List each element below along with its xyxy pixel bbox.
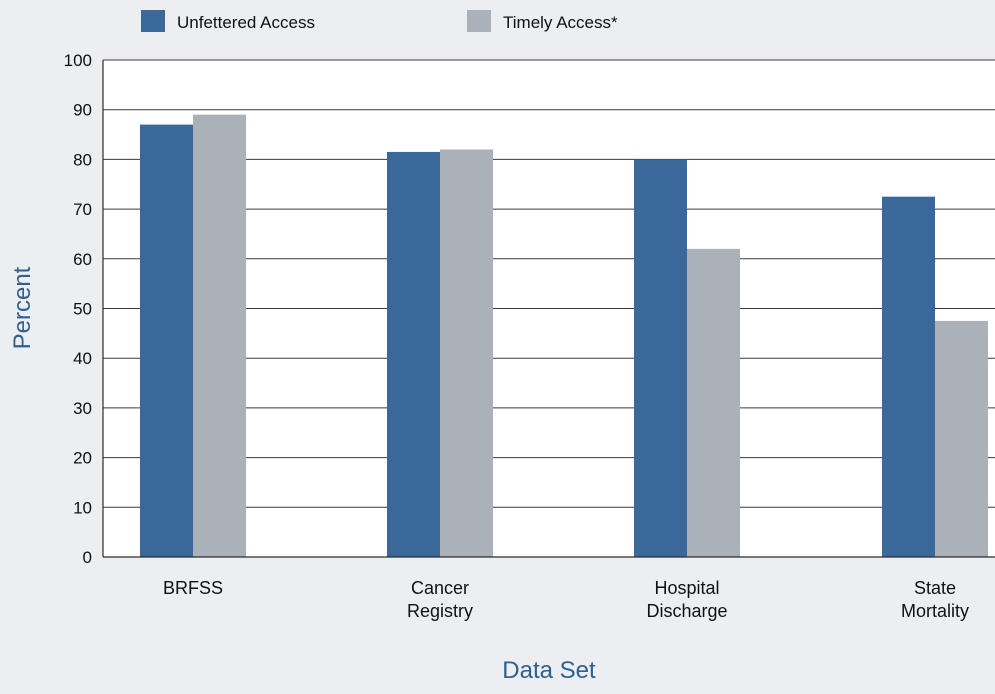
y-tick-label: 30 xyxy=(73,399,92,418)
x-category-label: Hospital Discharge xyxy=(646,578,727,621)
legend-swatch xyxy=(467,10,491,32)
bar-timely-2 xyxy=(687,248,740,558)
legend-label: Timely Access* xyxy=(503,13,618,32)
bar-unfettered-3 xyxy=(882,196,935,558)
grid-lines xyxy=(103,59,995,508)
bar-unfettered-0 xyxy=(140,124,193,558)
y-axis-title: Percent xyxy=(9,266,36,349)
x-category-label: BRFSS xyxy=(163,578,223,598)
y-tick-label: 60 xyxy=(73,250,92,269)
x-category-labels: BRFSS Cancer Registry Hospital Discharge Stat… xyxy=(163,578,969,621)
x-category-label-line: State xyxy=(914,578,956,598)
legend-swatch xyxy=(141,10,165,32)
x-category-label-line: Discharge xyxy=(646,601,727,621)
y-tick-label: 90 xyxy=(73,101,92,120)
y-tick-label: 20 xyxy=(73,449,92,468)
y-tick-label: 50 xyxy=(73,300,92,319)
x-category-label-line: Mortality xyxy=(901,601,969,621)
x-category-label-line: Registry xyxy=(407,601,473,621)
bar-timely-3 xyxy=(935,320,988,557)
bar-timely-0 xyxy=(193,114,246,558)
bar-unfettered-1 xyxy=(387,151,440,557)
legend: Unfettered Access Timely Access* xyxy=(141,10,618,32)
x-category-label-line: Cancer xyxy=(411,578,469,598)
x-category-label-line: Hospital xyxy=(654,578,719,598)
y-tick-label: 40 xyxy=(73,349,92,368)
bars xyxy=(140,114,988,558)
x-axis-title: Data Set xyxy=(502,657,596,684)
bar-timely-1 xyxy=(440,149,493,557)
y-tick-label: 0 xyxy=(83,548,92,567)
y-tick-label: 10 xyxy=(73,498,92,517)
x-category-label: State Mortality xyxy=(901,578,969,621)
x-category-label-line: BRFSS xyxy=(163,578,223,598)
legend-label: Unfettered Access xyxy=(177,13,315,32)
bar-unfettered-2 xyxy=(634,159,687,557)
y-tick-label: 70 xyxy=(73,200,92,219)
x-category-label: Cancer Registry xyxy=(407,578,473,621)
y-tick-labels: 0 10 20 30 40 50 60 70 80 90 100 xyxy=(64,51,92,567)
y-tick-label: 80 xyxy=(73,150,92,169)
y-tick-label: 100 xyxy=(64,51,92,70)
